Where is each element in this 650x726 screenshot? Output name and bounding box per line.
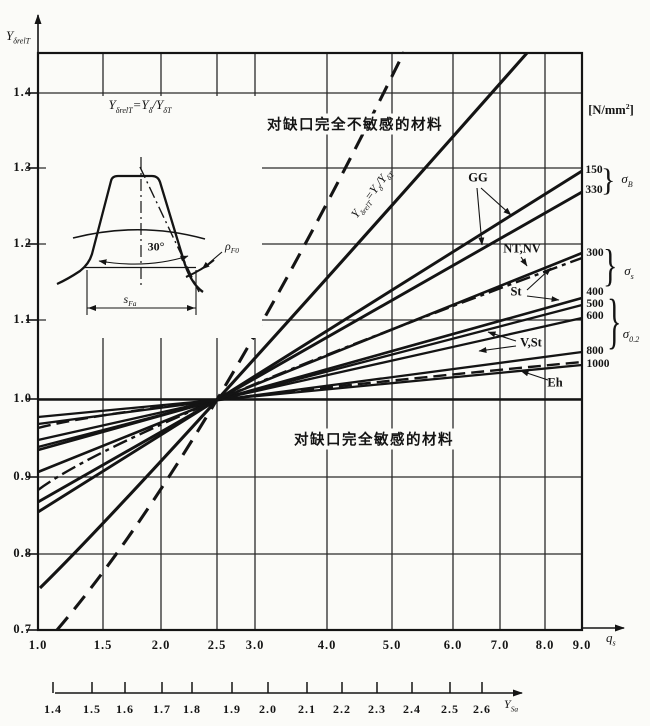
sigma-02-label: σ0.2 (622, 326, 640, 344)
gg-arrow-2 (476, 187, 485, 246)
st-arrow-1 (526, 267, 552, 291)
vst-arrow-2 (478, 345, 517, 353)
ysa-tick-label: 1.7 (153, 702, 171, 716)
value-sigmas-300: 300 (586, 247, 604, 259)
y-tick-label: 0.9 (13, 469, 32, 483)
ntnv-arrow (520, 256, 528, 267)
ysa-tick-label: 2.2 (333, 702, 351, 716)
value-gg-330: 330 (585, 184, 603, 196)
y-tick-label: 0.8 (13, 546, 32, 560)
x-tick-label: 8.0 (535, 638, 555, 652)
ysa-axis-ticks (52, 682, 483, 693)
x-tick-label: 2.0 (151, 638, 171, 652)
series-lines (37, 51, 583, 632)
x-tick-label: 7.0 (490, 638, 510, 652)
x-tick-label: 2.5 (207, 638, 227, 652)
y-axis-ticks (26, 92, 38, 631)
x-tick-label: 3.0 (245, 638, 265, 652)
ysa-axis-title: YSa (504, 697, 519, 714)
brace-sigma-b: } (601, 163, 616, 198)
rho-f0-label: ρF0 (224, 238, 240, 256)
eh-arrow (520, 370, 549, 381)
value-sigmas-400: 400 (586, 286, 604, 298)
series-sigma02-800-line (37, 350, 583, 426)
rho-arrow (201, 251, 223, 270)
tangent-30deg-line (139, 166, 200, 293)
value-sigma02-800: 800 (586, 345, 604, 357)
inset-background (46, 96, 262, 338)
ysa-tick-label: 2.4 (403, 702, 421, 716)
sigma-s-label: σs (624, 263, 634, 281)
leader-arrows (476, 187, 560, 381)
ysa-tick-label: 2.5 (441, 702, 459, 716)
ysa-tick-label: 2.3 (368, 702, 386, 716)
y-tick-label: 1.2 (13, 236, 32, 250)
series-sigma02-1000-line (37, 363, 583, 419)
series-sigma-s-400-line (37, 296, 583, 452)
angle-30-label: 30° (147, 239, 165, 254)
y-tick-label: 1.1 (13, 312, 32, 326)
material-label-vst: V,St (520, 335, 542, 350)
x-tick-label: 1.0 (28, 638, 48, 652)
ysa-tick-label: 2.1 (298, 702, 316, 716)
material-label-ntnv: NT,NV (503, 241, 541, 256)
series-sigma02-500-line (37, 303, 583, 449)
ysa-tick-label: 1.4 (44, 702, 62, 716)
sigma-b-label: σB (621, 171, 633, 189)
x-axis-title: qs (606, 630, 616, 648)
sfa-label: sFa (123, 291, 137, 309)
material-label-st: St (510, 284, 522, 299)
note-sensitive: 对缺口完全敏感的材料 (291, 428, 457, 450)
ysa-tick-label: 2.0 (259, 702, 277, 716)
note-insensitive: 对缺口完全不敏感的材料 (264, 113, 446, 135)
value-sigma02-1000: 1000 (586, 358, 610, 370)
value-gg-150: 150 (585, 164, 603, 176)
ysa-tick-label: 1.8 (183, 702, 201, 716)
material-label-gg: GG (468, 170, 488, 185)
series-sigma02-600-line (37, 316, 583, 442)
y-tick-label: 1.4 (13, 85, 32, 99)
y-tick-label: 1.0 (13, 391, 32, 405)
plot-frame (36, 51, 584, 632)
angle-arc (98, 255, 189, 266)
brace-sigma-02: } (607, 288, 622, 356)
y-tick-label: 0.7 (13, 622, 32, 636)
x-tick-label: 1.5 (93, 638, 113, 652)
series-fully-insensitive-line (55, 51, 406, 632)
reference-circle-arc (72, 228, 206, 240)
x-tick-label: 5.0 (382, 638, 402, 652)
unit-label: [N/mm2] (588, 101, 634, 118)
tooth-inset-drawing (56, 157, 223, 315)
brace-sigma-s: } (603, 241, 618, 291)
x-tick-label: 4.0 (317, 638, 337, 652)
value-sigma02-600: 600 (586, 310, 604, 322)
value-sigma02-500: 500 (586, 298, 604, 310)
series-gg-330-line (37, 190, 583, 504)
y-axis-title: YδrelT (6, 28, 31, 46)
ysa-tick-label: 1.6 (116, 702, 134, 716)
ysa-tick-label: 1.5 (83, 702, 101, 716)
vst-arrow-1 (487, 331, 517, 342)
x-tick-label: 9.0 (572, 638, 592, 652)
material-label-eh: Eh (547, 375, 563, 390)
series-ntnv-dashdot-line (37, 256, 583, 491)
tooth-root-fillet (185, 259, 215, 278)
ysa-tick-label: 1.9 (223, 702, 241, 716)
ysa-tick-label: 2.6 (473, 702, 491, 716)
y-tick-label: 1.3 (13, 160, 32, 174)
gg-arrow-1 (480, 187, 512, 216)
st-arrow-2 (526, 295, 560, 303)
series-gg-150-line (37, 169, 583, 514)
formula-label: YδrelT=Yδ/YδT (108, 97, 172, 115)
x-tick-label: 6.0 (443, 638, 463, 652)
